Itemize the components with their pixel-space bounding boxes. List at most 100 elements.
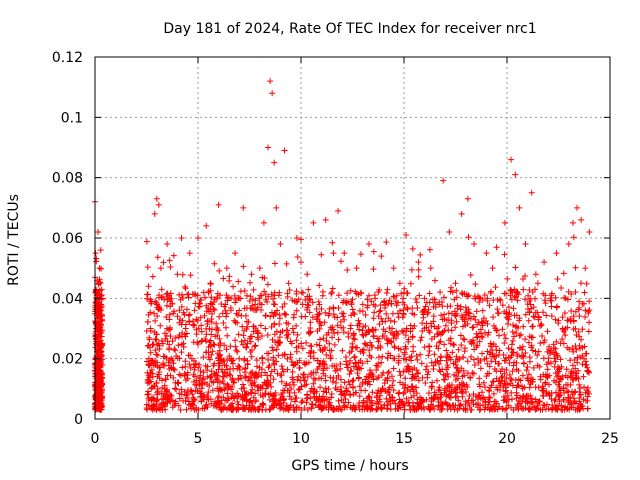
- data-point: [267, 78, 274, 85]
- data-point-dense: [240, 263, 247, 270]
- data-point-dense: [511, 333, 518, 340]
- data-point-dense: [309, 401, 316, 408]
- data-point-dense: [370, 248, 377, 255]
- data-point-dense: [265, 350, 272, 357]
- data-point-dense: [552, 358, 559, 365]
- data-point-dense: [456, 384, 463, 391]
- data-point-dense: [374, 345, 381, 352]
- data-point-dense: [156, 369, 163, 376]
- data-point-dense: [271, 310, 278, 317]
- data-point-dense: [345, 330, 352, 337]
- data-point-dense: [207, 373, 214, 380]
- data-point-dense: [197, 390, 204, 397]
- data-point-dense: [564, 381, 571, 388]
- data-point-dense: [310, 375, 317, 382]
- data-point: [341, 250, 348, 257]
- data-point-dense: [312, 376, 319, 383]
- data-point-dense: [494, 306, 501, 313]
- data-point-dense: [171, 367, 178, 374]
- data-point-dense: [162, 399, 169, 406]
- data-point-dense: [408, 394, 415, 401]
- data-point-dense: [284, 293, 291, 300]
- data-point-dense: [290, 329, 297, 336]
- data-point-dense: [178, 321, 185, 328]
- data-point-dense: [551, 355, 558, 362]
- data-point-dense: [477, 406, 484, 413]
- data-point-dense: [414, 304, 421, 311]
- data-point-dense: [166, 316, 173, 323]
- data-point-dense: [207, 300, 214, 307]
- data-point: [378, 253, 385, 260]
- data-point-dense: [391, 332, 398, 339]
- data-point-dense: [484, 360, 491, 367]
- data-point-dense: [522, 336, 529, 343]
- data-point-dense: [301, 405, 308, 412]
- data-point-dense: [418, 334, 425, 341]
- data-point-dense: [439, 366, 446, 373]
- data-point-dense: [161, 296, 168, 303]
- data-point-dense: [428, 383, 435, 390]
- data-point-dense: [184, 291, 191, 298]
- data-point-dense: [403, 395, 410, 402]
- data-point-dense: [165, 362, 172, 369]
- data-point-dense: [582, 389, 589, 396]
- data-point-dense: [201, 405, 208, 412]
- x-tick-label: 0: [91, 431, 100, 447]
- data-point-dense: [179, 330, 186, 337]
- data-point-dense: [233, 310, 240, 317]
- data-point-dense: [301, 377, 308, 384]
- data-point-dense: [176, 395, 183, 402]
- data-point-dense: [375, 354, 382, 361]
- data-point: [164, 241, 171, 248]
- data-point-dense: [522, 394, 529, 401]
- data-point-dense: [301, 371, 308, 378]
- data-point-dense: [452, 386, 459, 393]
- data-point-dense: [318, 251, 325, 258]
- data-point-dense: [424, 374, 431, 381]
- data-point-dense: [283, 319, 290, 326]
- data-point-dense: [229, 406, 236, 413]
- data-point-dense: [166, 341, 173, 348]
- data-point-dense: [162, 376, 169, 383]
- data-point-dense: [278, 378, 285, 385]
- data-point-dense: [385, 386, 392, 393]
- data-point-dense: [393, 302, 400, 309]
- data-point-dense: [356, 320, 363, 327]
- data-point-dense: [216, 379, 223, 386]
- data-point: [223, 265, 230, 272]
- data-point-dense: [503, 374, 510, 381]
- data-point-dense: [506, 360, 513, 367]
- data-point-dense: [320, 346, 327, 353]
- data-point-dense: [325, 386, 332, 393]
- data-point-dense: [576, 313, 583, 320]
- data-point-dense: [208, 315, 215, 322]
- data-point-dense: [217, 292, 224, 299]
- data-point-dense: [261, 288, 268, 295]
- data-point-dense: [551, 397, 558, 404]
- data-point-dense: [177, 406, 184, 413]
- data-point-dense: [182, 363, 189, 370]
- data-point-dense: [520, 360, 527, 367]
- data-point-dense: [208, 368, 215, 375]
- data-point-dense: [567, 401, 574, 408]
- data-point-dense: [549, 406, 556, 413]
- data-point-dense: [357, 251, 364, 258]
- data-point-dense: [391, 318, 398, 325]
- data-point-dense: [412, 384, 419, 391]
- data-point-dense: [525, 317, 532, 324]
- data-point-dense: [156, 294, 163, 301]
- data-point-dense: [258, 333, 265, 340]
- data-point-dense: [331, 363, 338, 370]
- data-point-dense: [492, 284, 499, 291]
- data-point-dense: [281, 300, 288, 307]
- data-point-dense: [338, 406, 345, 413]
- data-point-dense: [351, 354, 358, 361]
- data-point-dense: [395, 390, 402, 397]
- data-point-dense: [154, 342, 161, 349]
- data-point-dense: [392, 298, 399, 305]
- data-point-dense: [320, 365, 327, 372]
- x-axis-label: GPS time / hours: [291, 458, 408, 474]
- data-point-dense: [581, 384, 588, 391]
- data-point: [215, 201, 222, 208]
- data-point-dense: [509, 382, 516, 389]
